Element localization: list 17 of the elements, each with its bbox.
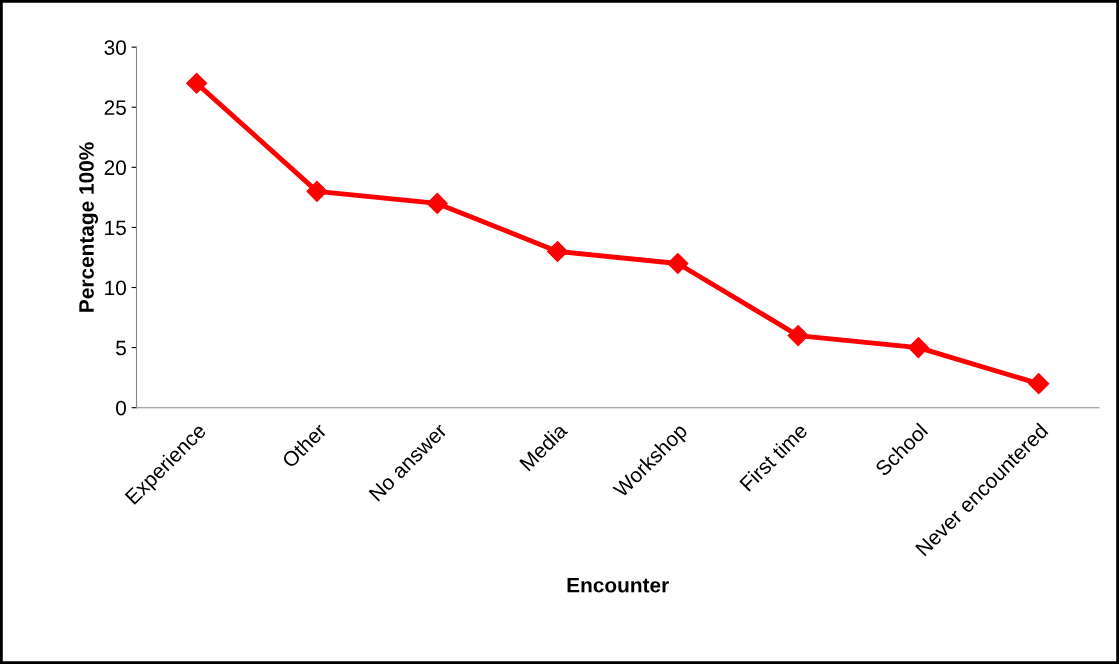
point [186, 72, 208, 94]
y-tick-label: 10 [105, 280, 126, 296]
y-tick-label: 0 [116, 400, 126, 416]
point [907, 337, 929, 359]
y-axis-title: Percentage 100% [79, 142, 99, 312]
y-tick-label: 5 [116, 340, 126, 356]
point [1028, 373, 1050, 395]
y-tick-label: 20 [104, 160, 126, 176]
y-tick-label: 30 [104, 40, 126, 55]
point [426, 192, 448, 214]
y-tick-label: 25 [104, 100, 126, 115]
point [547, 240, 569, 262]
point [306, 180, 328, 202]
x-axis-title: Encounter [567, 578, 669, 593]
y-tick-label: 15 [105, 220, 126, 236]
point [787, 325, 809, 347]
point [667, 252, 689, 274]
